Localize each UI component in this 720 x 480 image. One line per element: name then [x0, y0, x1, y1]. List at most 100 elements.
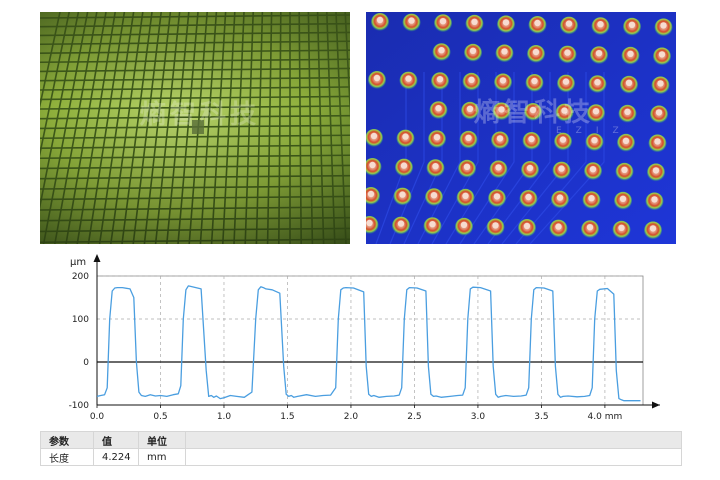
solder-bump-highlight: [588, 195, 595, 202]
solder-bump-highlight: [594, 79, 601, 86]
solder-bump-highlight: [660, 22, 667, 29]
solder-bump-highlight: [465, 134, 472, 141]
solder-bump-highlight: [619, 195, 627, 202]
solder-bump-highlight: [397, 220, 405, 227]
solder-bump-highlight: [621, 166, 628, 173]
x-tick-label: 1.0: [217, 412, 232, 422]
solder-bump-highlight: [438, 47, 445, 54]
watermark-text: 熵智科技: [140, 100, 261, 130]
cell-spacer: [185, 448, 682, 466]
solder-bump-highlight: [471, 18, 478, 25]
solder-bump-highlight: [649, 225, 657, 232]
solder-bump-highlight: [622, 137, 630, 144]
solder-bump-highlight: [462, 192, 469, 199]
solder-bump-highlight: [531, 77, 538, 85]
plot-area: [96, 275, 644, 406]
y-tick-label: 200: [72, 272, 89, 282]
solder-bump-highlight: [402, 133, 409, 140]
solder-bump-highlight: [624, 108, 631, 116]
solder-bump-highlight: [564, 49, 571, 56]
solder-bump-highlight: [618, 224, 625, 231]
solder-bump-highlight: [529, 106, 537, 114]
x-tick-label: 2.0: [344, 412, 359, 422]
solder-bump-highlight: [369, 161, 376, 169]
profile-series-line: [96, 285, 641, 402]
solder-bump-highlight: [469, 47, 477, 54]
y-tick-label: 0: [83, 358, 89, 368]
solder-bump-highlight: [429, 221, 436, 228]
circuit-trace: [501, 72, 569, 244]
solder-bump-highlight: [655, 109, 663, 116]
x-tick-label: 1.5: [280, 412, 294, 422]
solder-bump-highlight: [436, 76, 444, 83]
header-value: 值: [93, 431, 139, 449]
solder-bump-highlight: [492, 222, 499, 229]
solder-bump-highlight: [589, 166, 597, 173]
solder-bump-highlight: [523, 222, 531, 230]
solder-bump-highlight: [460, 221, 468, 228]
cell-param: 长度: [40, 448, 94, 466]
solder-bump-highlight: [625, 79, 633, 87]
solder-bump-highlight: [366, 219, 373, 227]
solder-bump-highlight: [558, 165, 565, 172]
solder-bump-highlight: [463, 163, 471, 170]
watermark-text: 熵智科技: [474, 98, 595, 128]
solder-bump-highlight: [499, 77, 507, 84]
solder-bump-height-map: 熵智科技 EZIZ: [366, 12, 676, 244]
x-tick-label: 0.5: [153, 412, 167, 422]
solder-bump-highlight: [498, 106, 505, 113]
y-axis-arrow-icon: [93, 254, 101, 262]
circuit-trace: [459, 72, 515, 244]
watermark-subtext: EZIZ: [556, 126, 633, 136]
table-row: 长度 4.224 mm: [40, 448, 682, 466]
solder-bump-highlight: [433, 134, 441, 141]
solder-bump-highlight: [526, 164, 534, 172]
solder-bump-highlight: [559, 136, 567, 143]
solder-bump-highlight: [408, 17, 415, 24]
solder-bump-highlight: [651, 196, 658, 203]
solder-bump-highlight: [502, 19, 510, 26]
solder-bump-highlight: [532, 48, 540, 56]
solder-bump-highlight: [400, 162, 408, 169]
solder-bump-highlight: [652, 167, 660, 174]
solder-bump-highlight: [373, 74, 381, 82]
x-axis-arrow-icon: [652, 401, 660, 409]
solder-bump-highlight: [658, 51, 666, 58]
x-tick-label: 3.5: [534, 412, 548, 422]
y-tick-label: 100: [72, 315, 89, 325]
solder-bump-highlight: [561, 107, 568, 114]
height-profile-chart: 0.0 0.5 1.0 1.5 2.0 2.5 3.0 3.5 4.0 mm -100 0 100 20…: [69, 254, 660, 422]
x-tick-label: 3.0: [471, 412, 486, 422]
solder-bump-highlight: [493, 193, 501, 200]
solder-bump-highlight: [432, 163, 439, 170]
cell-value: 4.224: [93, 448, 139, 466]
solder-bump-highlight: [654, 138, 661, 145]
solder-bump-highlight: [405, 75, 412, 82]
solder-bump-highlight: [525, 193, 532, 201]
solder-bump-highlight: [586, 224, 594, 231]
solder-bump-highlight: [439, 18, 447, 25]
header-unit: 单位: [138, 431, 186, 449]
circuit-trace: [431, 72, 479, 244]
cell-unit: mm: [138, 448, 186, 466]
solder-bump-highlight: [562, 78, 570, 85]
solder-bump-highlight: [597, 21, 604, 28]
solder-bump-highlight: [592, 108, 600, 115]
solder-bump-highlight: [555, 223, 562, 230]
solder-bump-highlight: [565, 20, 573, 27]
wafer-grid-photo: 熵智科技: [40, 12, 350, 244]
solder-bump-highlight: [595, 50, 603, 57]
table-header-row: 参数 值 单位: [40, 431, 682, 449]
solder-bump-highlight: [627, 50, 634, 57]
circuit-trace: [487, 72, 551, 244]
header-spacer: [185, 431, 682, 449]
x-tick-label: 2.5: [407, 412, 421, 422]
solder-bump-highlight: [528, 135, 535, 143]
solder-bump-highlight: [367, 190, 375, 198]
x-tick-label: 4.0 mm: [588, 412, 623, 422]
header-param: 参数: [40, 431, 94, 449]
y-tick-label: -100: [69, 401, 90, 411]
solder-bump-highlight: [556, 194, 564, 201]
solder-bump-highlight: [370, 132, 378, 140]
solder-bump-highlight: [496, 135, 504, 142]
